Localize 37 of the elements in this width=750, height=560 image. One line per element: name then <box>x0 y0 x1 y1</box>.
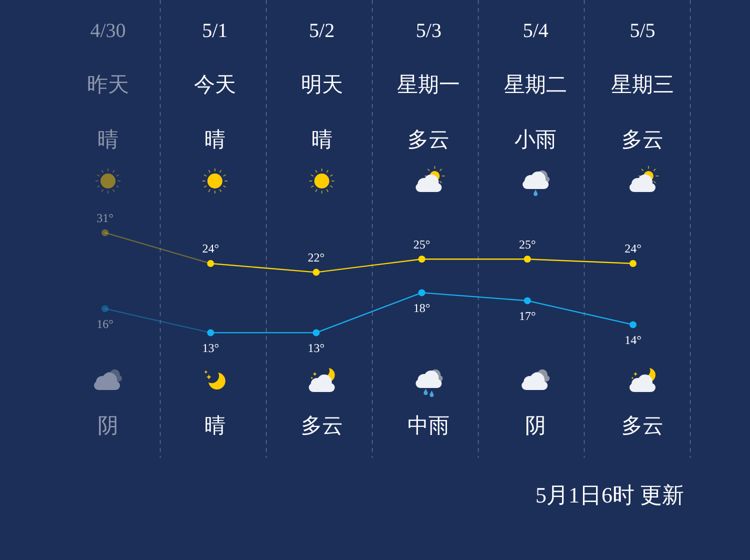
x-tick-label: 5/2 <box>309 20 335 42</box>
text: 昨天 <box>87 72 129 96</box>
text: 阴 <box>525 413 546 438</box>
data-label: 24° <box>624 242 642 256</box>
text: 明天 <box>300 72 343 96</box>
data-label: 13° <box>308 340 325 355</box>
data-label: 14° <box>624 332 642 347</box>
data-label: 25° <box>413 237 430 252</box>
x-tick-label: 4/30 <box>90 20 126 42</box>
text: 中雨 <box>408 413 450 438</box>
data-label: 22° <box>308 250 325 264</box>
data-label: 16° <box>96 316 114 331</box>
x-tick-label: 5/3 <box>416 20 442 42</box>
text: 晴 <box>204 413 226 438</box>
text: 星期二 <box>504 72 568 96</box>
text: 多云 <box>622 413 664 438</box>
text: 晴 <box>98 127 118 152</box>
x-tick-label: 5/4 <box>522 20 548 42</box>
text: 晴 <box>204 127 226 152</box>
text: 晴 <box>311 127 332 152</box>
text: 星期三 <box>611 72 674 96</box>
x-tick-label: 5/5 <box>630 20 656 42</box>
data-label: 24° <box>202 242 220 256</box>
data-label: 18° <box>413 300 430 315</box>
x-tick-label: 5/1 <box>202 20 228 42</box>
text: 多云 <box>408 127 450 152</box>
data-label: 17° <box>518 308 536 323</box>
text: 星期一 <box>397 72 460 96</box>
text: 5月1日6时 更新 <box>536 482 684 508</box>
data-label: 25° <box>518 237 536 252</box>
text: 多云 <box>300 413 343 438</box>
text: 阴 <box>98 413 118 438</box>
data-label: 13° <box>202 340 220 355</box>
data-label: 31° <box>96 210 114 225</box>
text: 小雨 <box>514 127 557 152</box>
text: 多云 <box>622 127 664 152</box>
text: 今天 <box>194 72 236 96</box>
